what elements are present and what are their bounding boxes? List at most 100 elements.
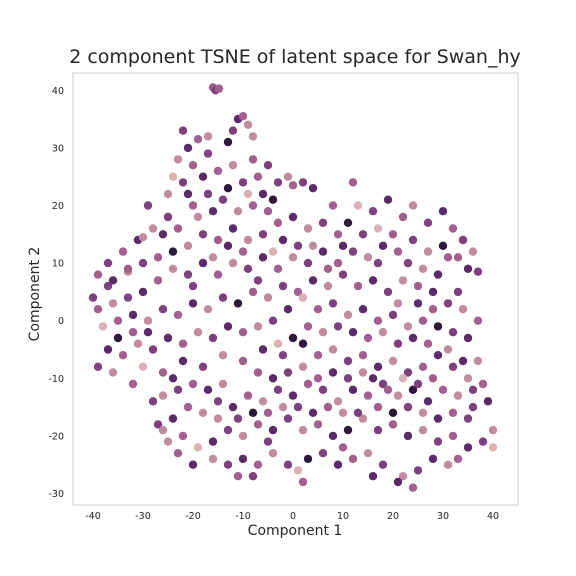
scatter-point: [123, 293, 133, 302]
scatter-point: [168, 414, 178, 423]
scatter-point: [153, 420, 163, 429]
scatter-point: [313, 351, 323, 360]
scatter-point: [223, 322, 233, 331]
scatter-point: [268, 316, 278, 325]
scatter-point: [214, 84, 224, 93]
scatter-point: [328, 431, 338, 441]
scatter-point: [243, 235, 253, 245]
scatter-point: [163, 333, 173, 343]
scatter-point: [233, 299, 243, 308]
scatter-point: [183, 402, 193, 412]
scatter-point: [248, 155, 258, 164]
scatter-point: [133, 339, 143, 348]
scatter-point: [378, 460, 388, 469]
scatter-point: [283, 305, 293, 314]
scatter-point: [278, 351, 288, 360]
scatter-point: [188, 379, 198, 389]
scatter-point: [158, 391, 168, 400]
scatter-point: [138, 233, 148, 242]
scatter-point: [378, 328, 388, 337]
scatter-point: [178, 339, 188, 348]
scatter-point: [268, 247, 278, 256]
scatter-point: [373, 425, 383, 435]
scatter-point: [288, 253, 298, 262]
scatter-point: [143, 316, 153, 325]
scatter-point: [293, 466, 303, 475]
scatter-point: [433, 437, 443, 446]
scatter-point: [323, 264, 333, 273]
scatter-point: [433, 351, 443, 360]
scatter-point: [303, 322, 313, 331]
scatter-point: [188, 161, 198, 170]
scatter-point: [463, 264, 473, 273]
scatter-point: [333, 258, 343, 268]
scatter-point: [353, 201, 363, 210]
scatter-point: [388, 356, 398, 366]
scatter-point: [318, 385, 328, 394]
scatter-point: [263, 207, 273, 216]
y-tick-label: -20: [48, 431, 64, 442]
scatter-point: [273, 264, 283, 273]
scatter-point: [288, 333, 298, 343]
scatter-point: [403, 258, 413, 268]
scatter-point: [448, 224, 458, 233]
scatter-point: [223, 425, 233, 435]
scatter-point: [328, 201, 338, 210]
scatter-point: [383, 287, 393, 297]
scatter-point: [118, 247, 128, 256]
y-axis-label: Component 2: [27, 247, 43, 342]
scatter-point: [188, 299, 198, 308]
scatter-point: [373, 362, 383, 371]
scatter-point: [173, 385, 183, 394]
scatter-point: [173, 449, 183, 458]
y-tick-label: -10: [48, 374, 64, 385]
scatter-point: [283, 368, 293, 377]
scatter-point: [398, 212, 408, 222]
x-tick-label: -40: [85, 511, 101, 522]
scatter-point: [113, 316, 123, 325]
scatter-point: [438, 241, 448, 250]
scatter-point: [168, 264, 178, 273]
scatter-point: [223, 460, 233, 469]
scatter-point: [428, 305, 438, 314]
scatter-point: [128, 379, 138, 389]
scatter-point: [228, 161, 238, 170]
x-tick-label: 40: [487, 511, 499, 522]
scatter-point: [108, 368, 118, 377]
scatter-point: [308, 184, 318, 193]
scatter-point: [118, 351, 128, 360]
scatter-point: [228, 402, 238, 412]
scatter-point: [168, 172, 178, 181]
scatter-point: [208, 207, 218, 216]
scatter-point: [393, 477, 403, 487]
scatter-point: [463, 333, 473, 343]
scatter-point: [208, 437, 218, 446]
scatter-point: [463, 443, 473, 452]
scatter-point: [198, 230, 208, 239]
scatter-point: [238, 112, 248, 121]
scatter-point: [273, 178, 283, 187]
scatter-point: [418, 425, 428, 435]
x-axis-label: Component 1: [248, 523, 343, 539]
scatter-point: [468, 402, 478, 412]
scatter-point: [483, 397, 493, 406]
scatter-point: [273, 218, 283, 227]
y-tick-label: 0: [58, 316, 64, 327]
scatter-point: [448, 431, 458, 441]
scatter-point: [208, 333, 218, 343]
scatter-point: [423, 247, 433, 256]
scatter-point: [253, 420, 263, 429]
scatter-point: [263, 293, 273, 302]
scatter-point: [368, 207, 378, 216]
scatter-point: [158, 368, 168, 377]
scatter-point: [373, 316, 383, 325]
x-tick-label: 10: [337, 511, 349, 522]
scatter-point: [448, 408, 458, 417]
scatter-point: [253, 322, 263, 331]
scatter-point: [253, 276, 263, 285]
y-axis-ticks: -30 -20 -10 0 10 20 30 40: [48, 86, 64, 500]
scatter-point: [308, 276, 318, 285]
scatter-point: [488, 443, 498, 452]
scatter-point: [263, 408, 273, 417]
scatter-point: [343, 310, 353, 320]
